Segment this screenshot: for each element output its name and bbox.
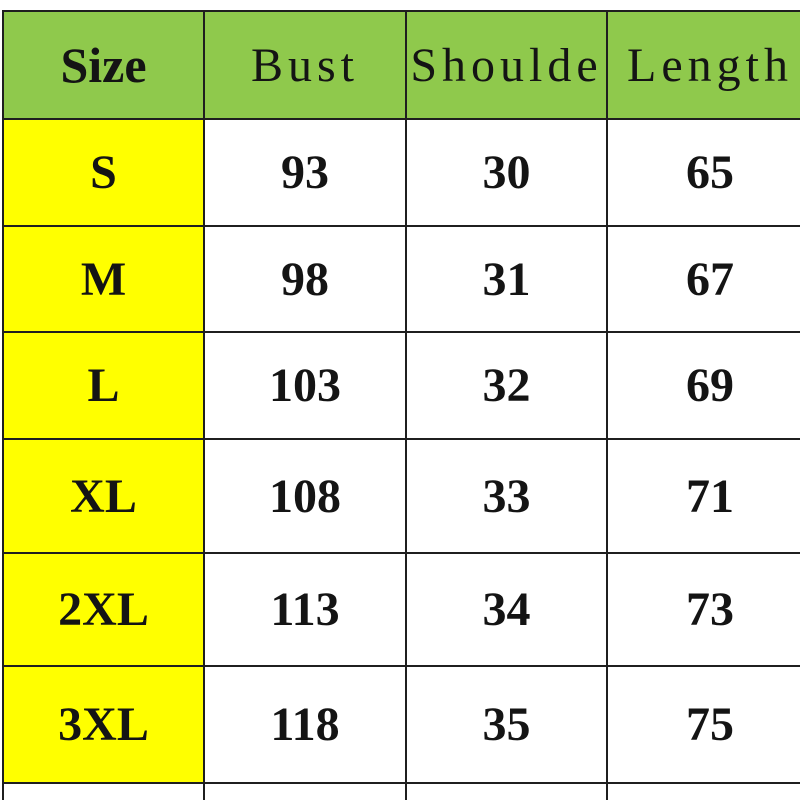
length-value-cell: 67	[606, 225, 800, 333]
column-header-shoulder: Shoulde	[405, 10, 608, 120]
size-label-cell: S	[2, 118, 205, 227]
column-header-length: Length	[606, 10, 800, 120]
length-value-cell: 69	[606, 331, 800, 440]
shoulder-value-cell: 35	[405, 665, 608, 784]
bust-value-cell: 103	[203, 331, 407, 440]
shoulder-value-cell: 30	[405, 118, 608, 227]
size-label-cell: 3XL	[2, 665, 205, 784]
table-row-2xl: 2XL 113 34 73	[2, 552, 800, 667]
length-value-cell: 75	[606, 665, 800, 784]
table-row-s: S 93 30 65	[2, 118, 800, 227]
shoulder-value-cell: 33	[405, 438, 608, 554]
cropped-cell	[2, 782, 205, 800]
cropped-cell	[203, 782, 407, 800]
table-row-xl: XL 108 33 71	[2, 438, 800, 554]
shoulder-value-cell: 34	[405, 552, 608, 667]
column-header-size: Size	[2, 10, 205, 120]
length-value-cell: 71	[606, 438, 800, 554]
shoulder-value-cell: 32	[405, 331, 608, 440]
header-row: Size Bust Shoulde Length	[2, 10, 800, 120]
cropped-cell	[606, 782, 800, 800]
partial-cropped-row	[2, 782, 800, 800]
table-row-m: M 98 31 67	[2, 225, 800, 333]
bust-value-cell: 93	[203, 118, 407, 227]
cropped-cell	[405, 782, 608, 800]
bust-value-cell: 98	[203, 225, 407, 333]
size-chart-table: Size Bust Shoulde Length S 93 30 65 M 98…	[2, 10, 800, 800]
size-label-cell: 2XL	[2, 552, 205, 667]
bust-value-cell: 118	[203, 665, 407, 784]
table-row-l: L 103 32 69	[2, 331, 800, 440]
table-row-3xl: 3XL 118 35 75	[2, 665, 800, 784]
size-label-cell: XL	[2, 438, 205, 554]
bust-value-cell: 108	[203, 438, 407, 554]
column-header-bust: Bust	[203, 10, 407, 120]
size-label-cell: M	[2, 225, 205, 333]
length-value-cell: 65	[606, 118, 800, 227]
length-value-cell: 73	[606, 552, 800, 667]
size-label-cell: L	[2, 331, 205, 440]
shoulder-value-cell: 31	[405, 225, 608, 333]
bust-value-cell: 113	[203, 552, 407, 667]
